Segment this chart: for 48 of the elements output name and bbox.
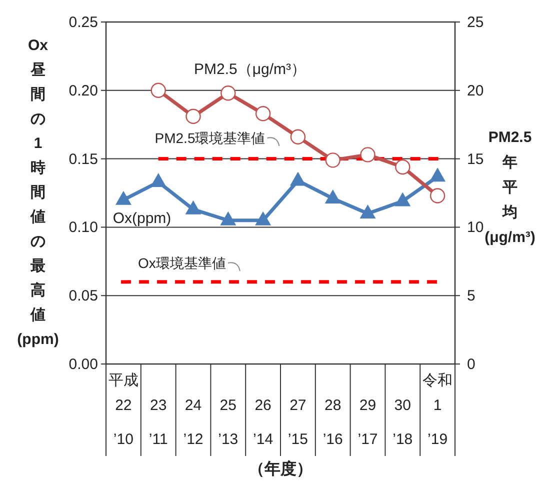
y-tick-label: 0.20 [68, 82, 98, 100]
x-tick-label: 27 ’15 [288, 397, 308, 448]
series-label: PM2.5（μg/m³） [194, 61, 306, 78]
y2-tick-label: 10 [467, 219, 484, 236]
x-tick-label: 28 ’16 [322, 397, 343, 448]
y2-tick-label: 20 [467, 82, 484, 100]
point [186, 108, 201, 124]
y2-tick-label: 15 [467, 150, 484, 168]
x-tick-label: 令和 1 ’19 [422, 372, 453, 448]
y-tick-label: 0.15 [68, 150, 98, 168]
point [220, 86, 236, 101]
point [360, 147, 376, 162]
point [394, 192, 411, 206]
ref-line-label: PM2.5環境基準値 [154, 130, 266, 146]
point [430, 188, 446, 204]
ref-line-label: Ox環境基準値 [138, 255, 226, 271]
point [115, 190, 132, 205]
point [150, 82, 166, 98]
x-tick-label: 平成 22 ’10 [108, 372, 138, 448]
point [150, 173, 166, 188]
text: Ox昼間の1時間値の最高値(ppm) [17, 37, 59, 348]
y-tick-label: 0.25 [68, 14, 98, 31]
y-tick-label: 0.05 [68, 288, 98, 305]
point [395, 159, 410, 175]
point [255, 106, 271, 122]
point [290, 172, 306, 186]
y-tick-label: 0.10 [68, 219, 98, 236]
x-tick-label: 26 ’14 [253, 397, 274, 448]
point [324, 189, 341, 204]
y2-tick-label: 0 [467, 356, 476, 373]
point [360, 204, 376, 219]
y2-axis-title: PM2.5年平均(μg/m³) [484, 129, 536, 246]
y-tick-label: 0.00 [68, 356, 98, 373]
series-label: Ox(ppm) [112, 210, 172, 227]
x-tick-label: 30 ’18 [392, 397, 413, 448]
y2-tick-label: 25 [467, 14, 484, 31]
point [185, 200, 202, 214]
point [290, 129, 306, 145]
y2-tick-label: 5 [467, 288, 476, 305]
point [220, 211, 236, 226]
x-tick-label: 24 ’12 [183, 397, 204, 448]
x-tick-label: 23 ’11 [148, 397, 168, 448]
point [255, 211, 272, 226]
point [325, 152, 340, 168]
x-tick-label: 25 ’13 [218, 397, 238, 448]
x-tick-label: 29 ’17 [358, 397, 378, 448]
x-axis-title: （年度） [248, 459, 312, 478]
point [430, 168, 446, 182]
